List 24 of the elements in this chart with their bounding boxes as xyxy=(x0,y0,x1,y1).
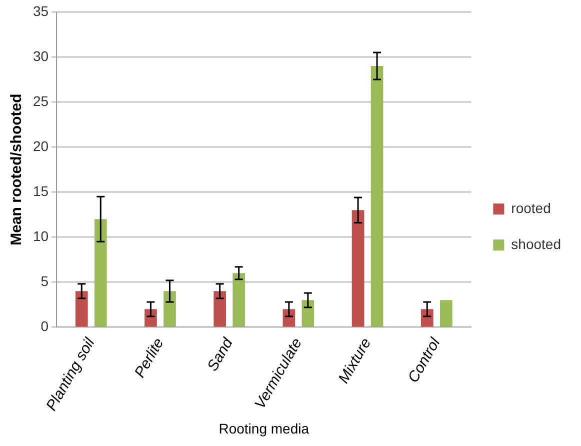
y-tick-label: 25 xyxy=(32,92,49,109)
legend-label: rooted xyxy=(511,200,551,216)
bar xyxy=(94,219,107,327)
bar xyxy=(420,309,434,327)
legend-label: shooted xyxy=(511,236,562,252)
bar xyxy=(214,291,226,327)
bar xyxy=(352,210,364,327)
bar xyxy=(370,66,384,327)
bar xyxy=(282,309,296,327)
y-tick-label: 20 xyxy=(32,138,49,154)
y-tick-label: 35 xyxy=(32,2,49,19)
x-axis-title: Rooting media xyxy=(218,420,310,436)
bar xyxy=(440,300,452,327)
bar xyxy=(302,300,314,327)
y-tick-label: 5 xyxy=(40,272,49,289)
bar xyxy=(164,291,176,327)
y-tick-label: 15 xyxy=(32,182,49,199)
y-tick-label: 10 xyxy=(32,228,49,244)
y-tick-label: 0 xyxy=(40,318,49,334)
bar xyxy=(75,291,88,327)
bar xyxy=(144,309,157,327)
y-tick-label: 30 xyxy=(32,48,49,64)
y-axis-title: Mean rooted/shooted xyxy=(8,94,26,246)
bar xyxy=(232,273,246,327)
